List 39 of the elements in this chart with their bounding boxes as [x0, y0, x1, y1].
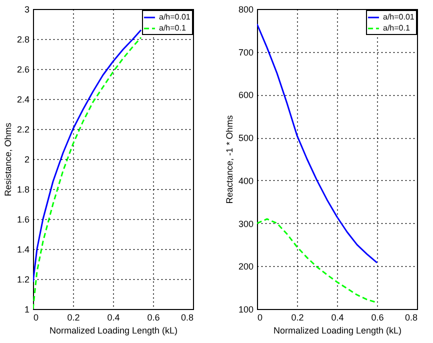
y-tick-label: 600	[238, 90, 254, 100]
y-tick-label: 2.6	[16, 64, 30, 74]
y-tick-label: 300	[238, 218, 254, 229]
y-tick-label: 1.2	[16, 274, 30, 284]
y-axis-title: Resistance, Ohms	[2, 122, 13, 196]
x-tick-label: 0.8	[180, 312, 194, 322]
y-tick-label: 700	[238, 47, 254, 58]
y-tick-label: 800	[238, 4, 254, 14]
legend-label: a/h=0.1	[159, 24, 186, 32]
x-tick-label: 0.6	[147, 312, 160, 322]
y-tick-label: 2.2	[16, 124, 30, 134]
legend-label: a/h=0.01	[159, 12, 191, 22]
x-axis-title: Normalized Loading Length (kL)	[273, 326, 402, 336]
x-tick-label: 0	[258, 312, 263, 322]
x-tick-label: 0.8	[404, 312, 418, 322]
y-axis-title: Reactance, -1 * Ohms	[224, 114, 234, 204]
x-tick-label: 0.4	[331, 312, 344, 322]
x-tick-label: 0	[34, 312, 39, 322]
line-series	[257, 218, 378, 304]
x-tick-label: 0.4	[107, 312, 120, 322]
y-tick-label: 1	[24, 304, 30, 314]
y-tick-label: 400	[238, 176, 254, 186]
x-tick-label: 0.2	[291, 312, 304, 322]
y-tick-label: 1.6	[16, 214, 30, 224]
y-tick-label: 2.8	[16, 34, 30, 44]
y-tick-label: 2	[24, 154, 30, 164]
y-tick-label: 100	[238, 304, 254, 314]
line-series	[257, 23, 378, 264]
y-tick-label: 1.4	[16, 244, 30, 254]
y-tick-label: 1.8	[16, 184, 30, 194]
legend-label: a/h=0.1	[383, 24, 410, 32]
x-tick-label: 0.6	[371, 312, 384, 322]
y-tick-label: 200	[238, 262, 254, 272]
x-tick-label: 0.2	[67, 312, 80, 322]
legend-label: a/h=0.01	[383, 12, 415, 22]
y-tick-label: 500	[238, 133, 254, 144]
x-axis-title: Normalized Loading Length (kL)	[49, 326, 178, 336]
y-tick-label: 2.4	[16, 94, 30, 104]
y-tick-label: 3	[24, 4, 30, 14]
